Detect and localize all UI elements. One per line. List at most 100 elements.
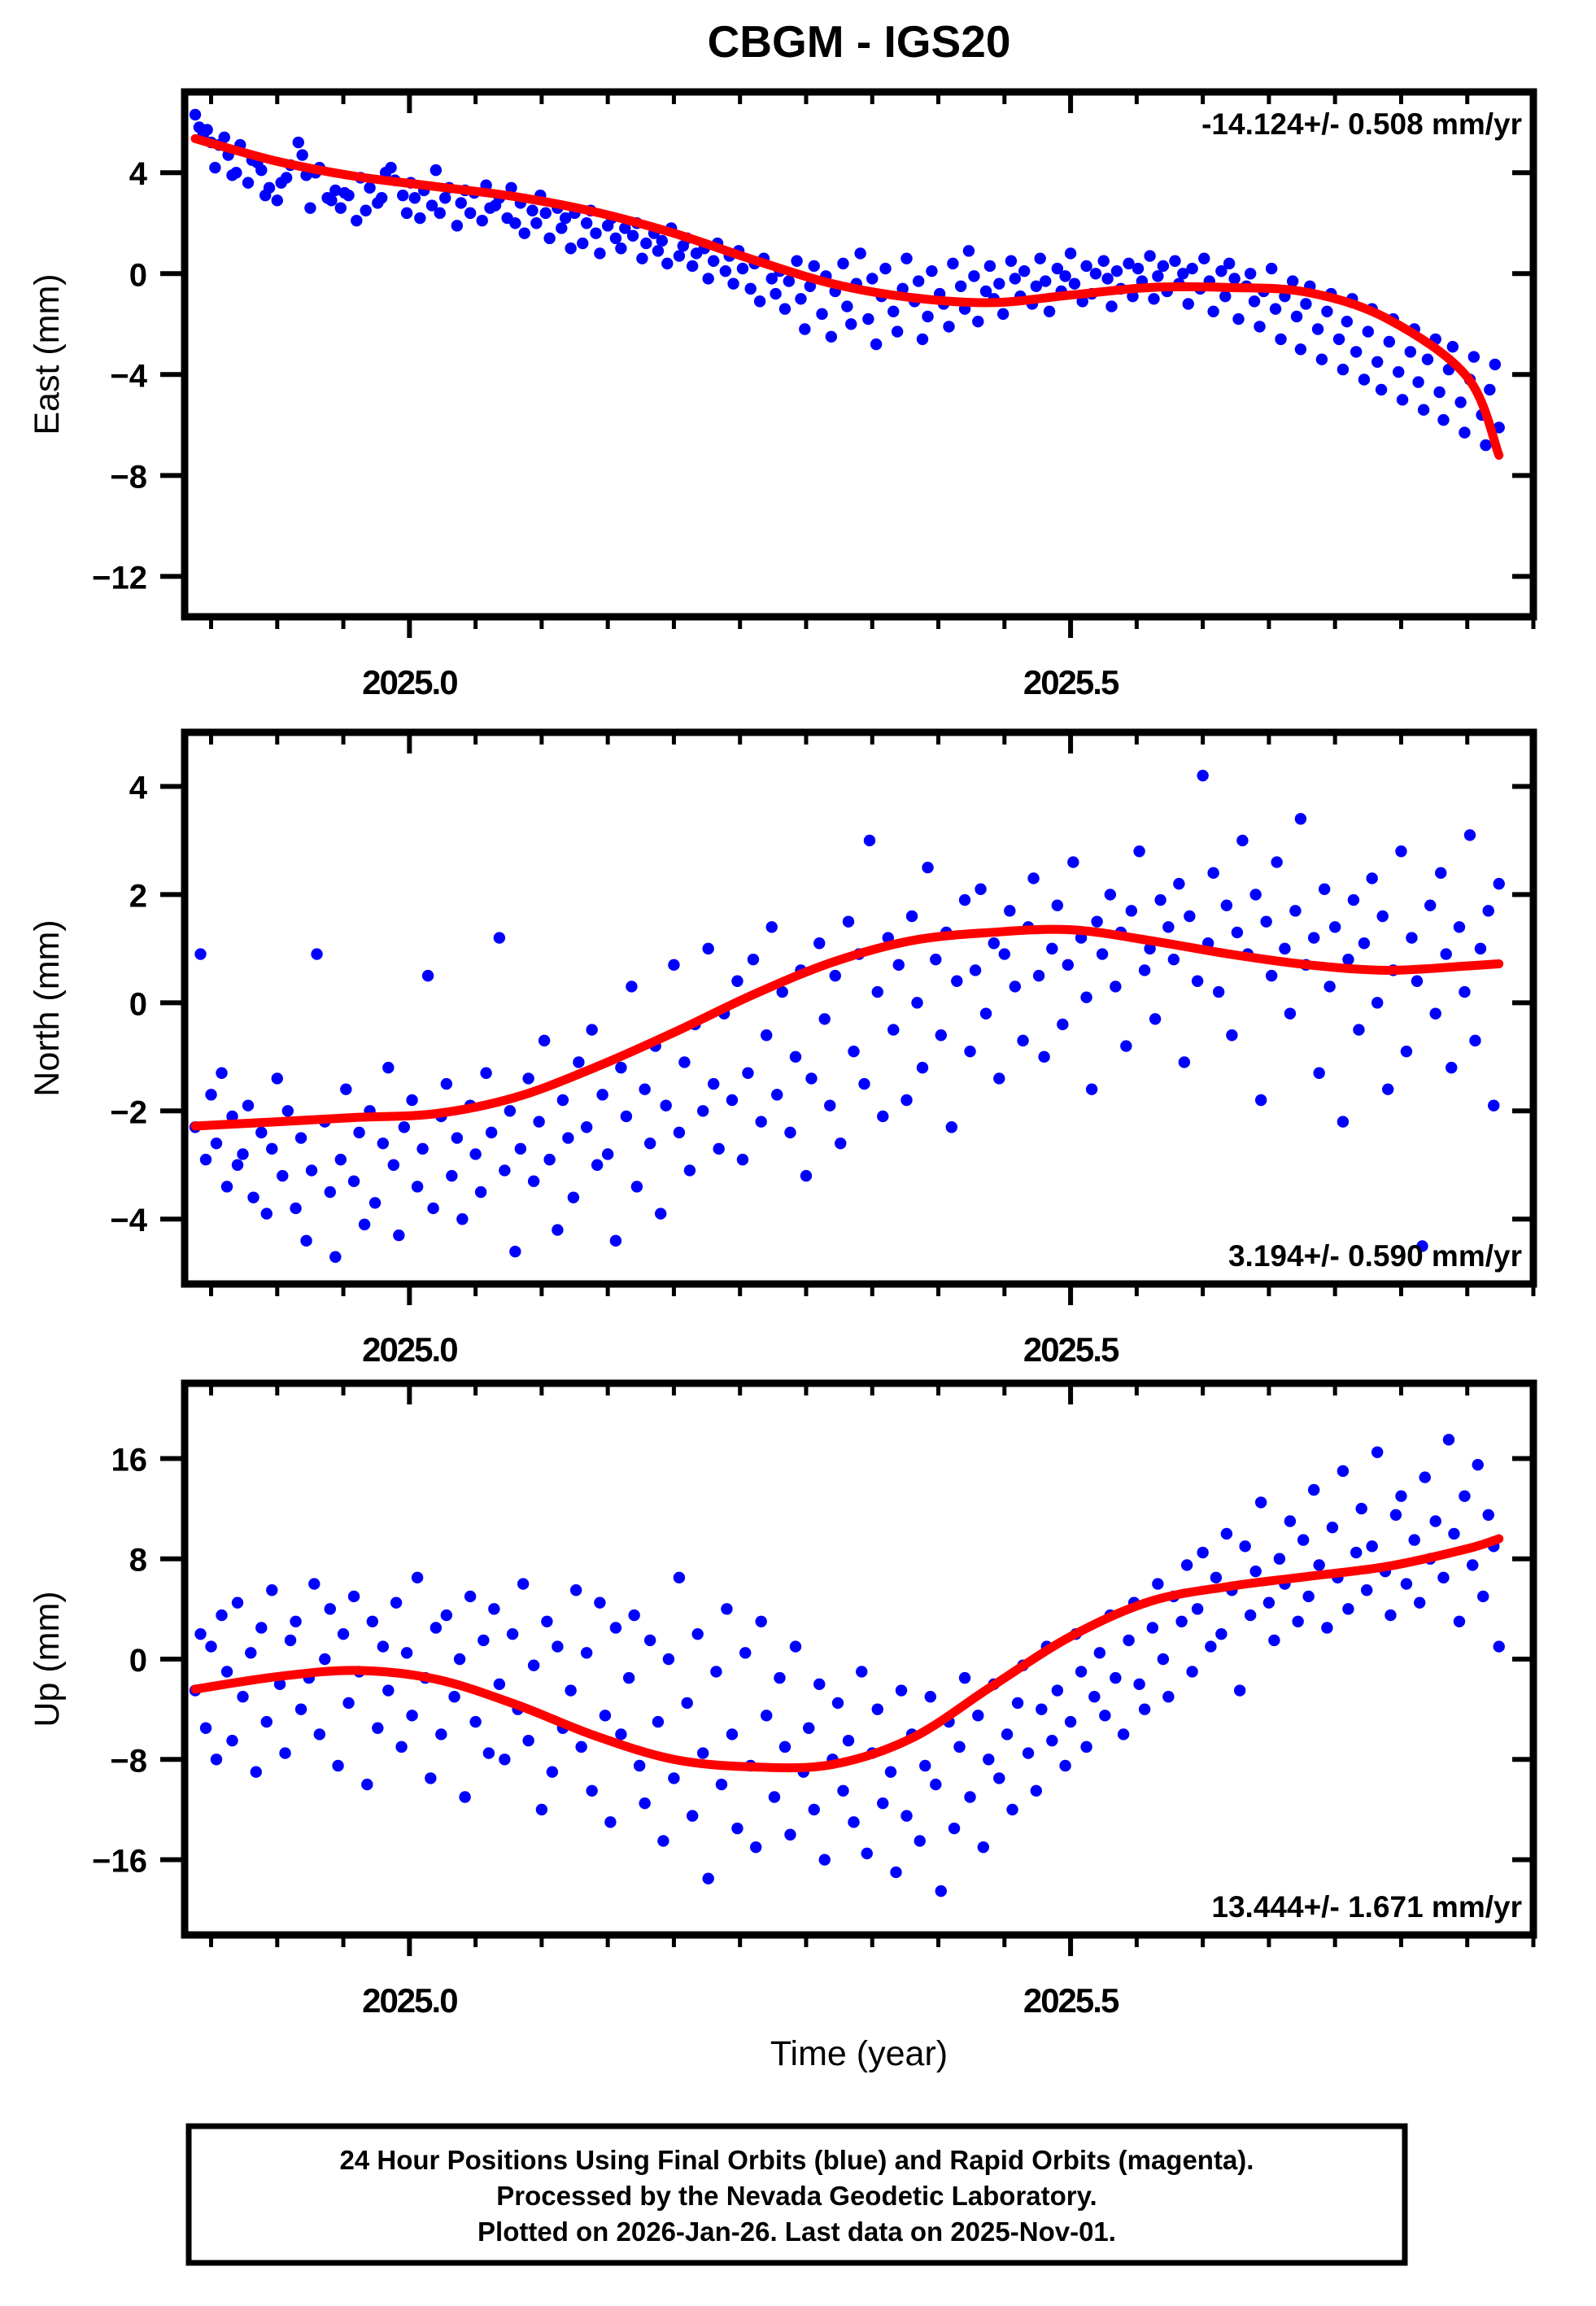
data-point	[220, 1181, 233, 1193]
data-point	[255, 1126, 268, 1139]
data-point	[609, 232, 622, 245]
data-point	[210, 1754, 223, 1766]
data-point	[334, 202, 347, 214]
data-point	[739, 1647, 752, 1659]
data-point	[620, 1110, 633, 1123]
data-point	[1290, 310, 1303, 323]
data-point	[271, 1072, 283, 1085]
data-point	[895, 1684, 908, 1697]
data-point	[948, 1822, 961, 1835]
data-point	[485, 1126, 498, 1139]
data-point	[1337, 1116, 1350, 1128]
data-point	[334, 1153, 347, 1166]
data-point	[1404, 346, 1417, 358]
data-point	[1313, 1067, 1325, 1079]
data-point	[1207, 867, 1219, 880]
data-point	[324, 1603, 336, 1615]
data-point	[1097, 255, 1110, 267]
data-point	[451, 1132, 464, 1144]
data-point	[400, 1647, 413, 1659]
data-point	[434, 207, 446, 220]
data-point	[1123, 1634, 1135, 1647]
data-point	[1167, 953, 1180, 966]
data-point	[673, 1126, 686, 1139]
data-point	[964, 1791, 976, 1803]
data-point	[325, 194, 338, 207]
data-point	[837, 257, 849, 270]
data-point	[784, 1828, 796, 1841]
data-point	[1315, 353, 1328, 365]
data-point	[958, 893, 971, 906]
data-point	[1148, 293, 1160, 305]
data-point	[199, 1722, 212, 1734]
data-point	[199, 1153, 212, 1166]
data-point	[414, 212, 426, 225]
data-point	[242, 177, 255, 189]
data-point	[194, 948, 207, 960]
data-point	[1342, 1603, 1354, 1615]
data-point	[385, 161, 397, 174]
data-point	[1395, 1490, 1407, 1502]
data-point	[1046, 1734, 1058, 1747]
data-point	[1030, 1784, 1043, 1797]
data-point	[742, 1067, 754, 1079]
data-point	[1337, 363, 1350, 376]
data-point	[440, 1609, 453, 1622]
data-point	[841, 300, 853, 312]
data-point	[1057, 1018, 1069, 1031]
data-point	[1064, 247, 1077, 260]
y-tick-label: 0	[129, 1643, 147, 1679]
data-point	[1219, 290, 1232, 303]
data-point	[947, 257, 959, 270]
data-point	[968, 270, 980, 282]
data-point	[825, 330, 838, 343]
data-point	[448, 1691, 460, 1703]
data-point	[1446, 1061, 1458, 1074]
data-point	[708, 1077, 720, 1090]
data-point	[755, 1116, 767, 1128]
data-point	[406, 1710, 418, 1722]
data-point	[580, 1647, 593, 1659]
data-point	[879, 262, 892, 275]
data-point	[552, 1224, 564, 1236]
data-point	[1268, 1634, 1280, 1647]
data-point	[673, 250, 686, 262]
data-point	[799, 323, 811, 335]
data-point	[565, 1684, 577, 1697]
data-point	[382, 1061, 395, 1074]
data-point	[1376, 910, 1389, 923]
data-point	[1328, 921, 1341, 933]
data-point	[993, 1072, 1005, 1085]
data-point	[922, 310, 934, 323]
data-point	[210, 1137, 223, 1150]
data-point	[1265, 262, 1278, 275]
data-point	[1099, 1710, 1111, 1722]
data-point	[892, 959, 905, 972]
data-point	[975, 883, 987, 895]
data-point	[493, 1678, 506, 1691]
y-tick-label: 4	[129, 770, 148, 806]
data-point	[518, 227, 530, 239]
data-point	[368, 1197, 382, 1209]
data-point	[884, 1766, 897, 1778]
data-point	[945, 1121, 957, 1133]
data-point	[1294, 813, 1307, 825]
data-point	[983, 260, 996, 273]
data-point	[594, 1596, 606, 1609]
data-point	[1292, 1615, 1304, 1627]
data-point	[292, 136, 304, 149]
data-point	[708, 255, 720, 267]
data-point	[565, 242, 577, 255]
data-point	[1152, 270, 1164, 282]
data-point	[615, 1061, 627, 1074]
data-point	[1080, 991, 1092, 1003]
data-point	[209, 161, 221, 174]
data-point	[774, 1671, 786, 1684]
data-point	[1371, 1446, 1384, 1458]
y-tick-label: −16	[92, 1844, 147, 1880]
data-point	[1385, 1609, 1397, 1622]
data-point	[1313, 1559, 1325, 1571]
data-point	[1233, 1684, 1246, 1697]
data-point	[619, 222, 631, 234]
